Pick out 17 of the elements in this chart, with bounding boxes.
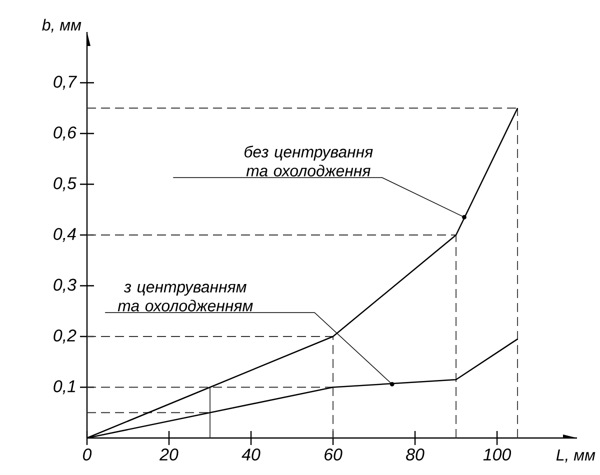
y-tick-label: 0,6 [54, 126, 76, 140]
x-tick-label: 20 [159, 448, 178, 461]
x-axis-title: L, мм [556, 450, 596, 463]
x-tick-label: 40 [242, 448, 260, 461]
y-tick-label: 0,4 [54, 228, 76, 242]
y-axis-title: b, мм [42, 18, 82, 32]
x-tick-label: 80 [406, 448, 424, 461]
x-tick-label: 100 [483, 448, 512, 461]
y-tick-label: 0,2 [54, 330, 76, 344]
x-tick-label: 0 [83, 448, 92, 461]
annotation: без центрування та охолодження [244, 146, 373, 176]
x-tick-label: 60 [324, 448, 342, 461]
y-tick-label: 0,3 [54, 278, 76, 293]
y-tick-label: 0,7 [54, 76, 77, 90]
annotation: з центруванням та охолодженням [118, 284, 253, 312]
y-tick-label: 0,5 [54, 177, 77, 192]
y-tick-label: 0,1 [54, 380, 76, 394]
